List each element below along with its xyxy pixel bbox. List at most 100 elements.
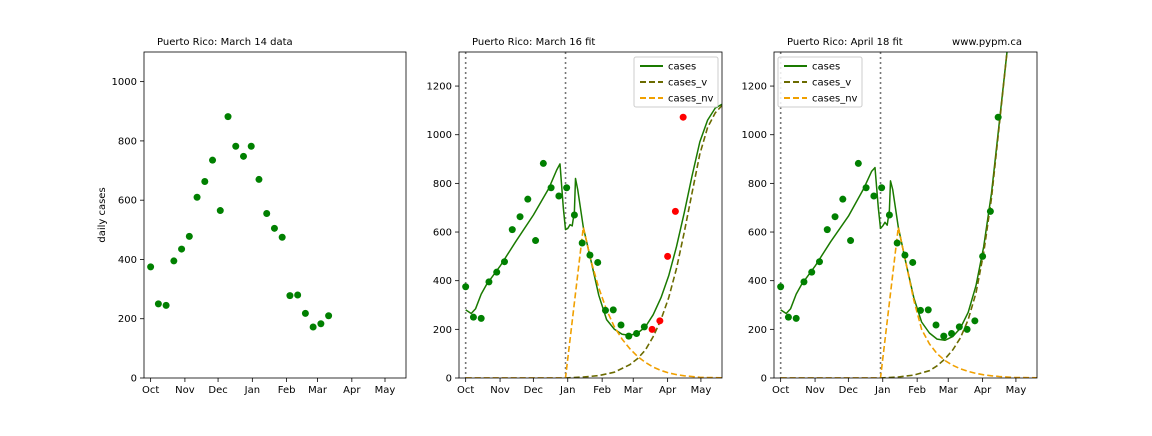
data-point <box>547 184 555 192</box>
data-point <box>640 323 648 331</box>
panel-2-legend-cases-v-label: cases_v <box>668 78 707 89</box>
data-point <box>147 263 155 271</box>
panel-2-legend: cases cases_v cases_nv <box>633 56 719 108</box>
data-point <box>532 237 540 245</box>
y-tick-label: 200 <box>433 325 452 336</box>
y-tick-label: 400 <box>748 276 767 287</box>
data-point <box>154 300 162 308</box>
data-point <box>878 184 886 192</box>
data-point <box>609 306 617 314</box>
data-point <box>555 192 563 200</box>
panel-2-legend-box <box>633 56 719 108</box>
x-tick-label: Dec <box>839 385 858 396</box>
x-tick-label: Oct <box>457 385 474 396</box>
data-point <box>963 325 971 333</box>
excluded-data-point <box>671 207 679 215</box>
series-line-cases-nv <box>780 226 1037 378</box>
x-tick-label: May <box>691 385 712 396</box>
data-point <box>294 291 302 299</box>
x-tick-label: Mar <box>939 385 959 396</box>
x-tick-label: Mar <box>624 385 644 396</box>
panel-2-plot: Oct Nov Dec Jan Feb Mar Apr May 0 200 400 600 800 100… <box>427 51 723 396</box>
data-point <box>932 321 940 329</box>
panel-2-legend-cases-nv-label: cases_nv <box>668 94 714 105</box>
data-point <box>317 320 325 328</box>
x-tick-label: Mar <box>308 385 328 396</box>
data-point <box>224 113 232 121</box>
data-point <box>617 321 625 329</box>
y-tick-label: 600 <box>433 228 452 239</box>
data-point <box>477 314 485 322</box>
axes-frame <box>143 51 407 379</box>
data-point <box>170 257 178 265</box>
data-point <box>625 332 633 340</box>
data-point <box>885 211 893 219</box>
data-point <box>462 283 470 291</box>
series-line-cases <box>780 52 1008 342</box>
x-tick-label: Apr <box>659 385 677 396</box>
data-point <box>301 309 309 317</box>
data-point <box>162 301 170 309</box>
y-tick-label: 200 <box>118 314 137 325</box>
excluded-data-point <box>648 325 656 333</box>
y-tick-label: 400 <box>433 276 452 287</box>
data-point <box>247 142 255 150</box>
panel-3-legend: cases cases_v cases_nv <box>777 56 863 108</box>
panel-2: Puerto Rico: March 16 fit Oct Nov Dec Jan Fe… <box>427 37 723 396</box>
series-line-cases <box>465 103 722 337</box>
data-point <box>808 268 816 276</box>
data-point <box>209 156 217 164</box>
panel-3-legend-cases-nv-label: cases_nv <box>812 94 858 105</box>
x-tick-label: Jan <box>874 385 890 396</box>
x-tick-label: Feb <box>908 385 926 396</box>
data-point <box>870 192 878 200</box>
data-point <box>309 323 317 331</box>
data-point <box>524 195 532 203</box>
y-tick-label: 800 <box>748 179 767 190</box>
plot-area <box>462 52 722 378</box>
plot-area <box>777 52 1037 378</box>
x-tick-label: Dec <box>524 385 543 396</box>
x-tick-label: Nov <box>805 385 825 396</box>
data-point <box>539 159 547 167</box>
data-point <box>940 332 948 340</box>
data-point <box>278 233 286 241</box>
x-tick-label: Jan <box>244 385 260 396</box>
data-point <box>286 292 294 300</box>
x-tick-label: Jan <box>559 385 575 396</box>
axes-frame <box>458 51 723 379</box>
data-point <box>893 239 901 247</box>
data-point <box>178 245 186 253</box>
data-point <box>784 313 792 321</box>
data-point <box>777 283 785 291</box>
y-tick-label: 0 <box>131 374 137 385</box>
y-tick-label: 1000 <box>112 77 137 88</box>
data-point <box>508 226 516 234</box>
x-tick-label: Feb <box>593 385 611 396</box>
panel-2-legend-cases-label: cases <box>668 62 696 73</box>
panel-3-legend-cases-v-label: cases_v <box>812 78 851 89</box>
excluded-data-point <box>664 252 672 260</box>
data-point <box>563 184 571 192</box>
x-tick-label: Nov <box>490 385 510 396</box>
y-tick-label: 0 <box>761 374 767 385</box>
x-tick-label: Apr <box>343 385 361 396</box>
series-line-cases-nv <box>465 226 722 378</box>
data-point <box>469 313 477 321</box>
data-point <box>847 237 855 245</box>
panel-3-legend-cases-label: cases <box>812 62 840 73</box>
y-tick-label: 1000 <box>742 130 767 141</box>
data-point <box>493 268 501 276</box>
data-point <box>979 252 987 260</box>
data-point <box>994 113 1002 121</box>
panel-2-title: Puerto Rico: March 16 fit <box>472 37 595 48</box>
x-tick-label: Apr <box>974 385 992 396</box>
data-point <box>594 258 602 266</box>
data-point <box>854 159 862 167</box>
y-tick-label: 1200 <box>427 82 452 93</box>
panel-1-title: Puerto Rico: March 14 data <box>157 37 293 48</box>
data-point <box>216 207 224 215</box>
data-point <box>485 278 493 286</box>
